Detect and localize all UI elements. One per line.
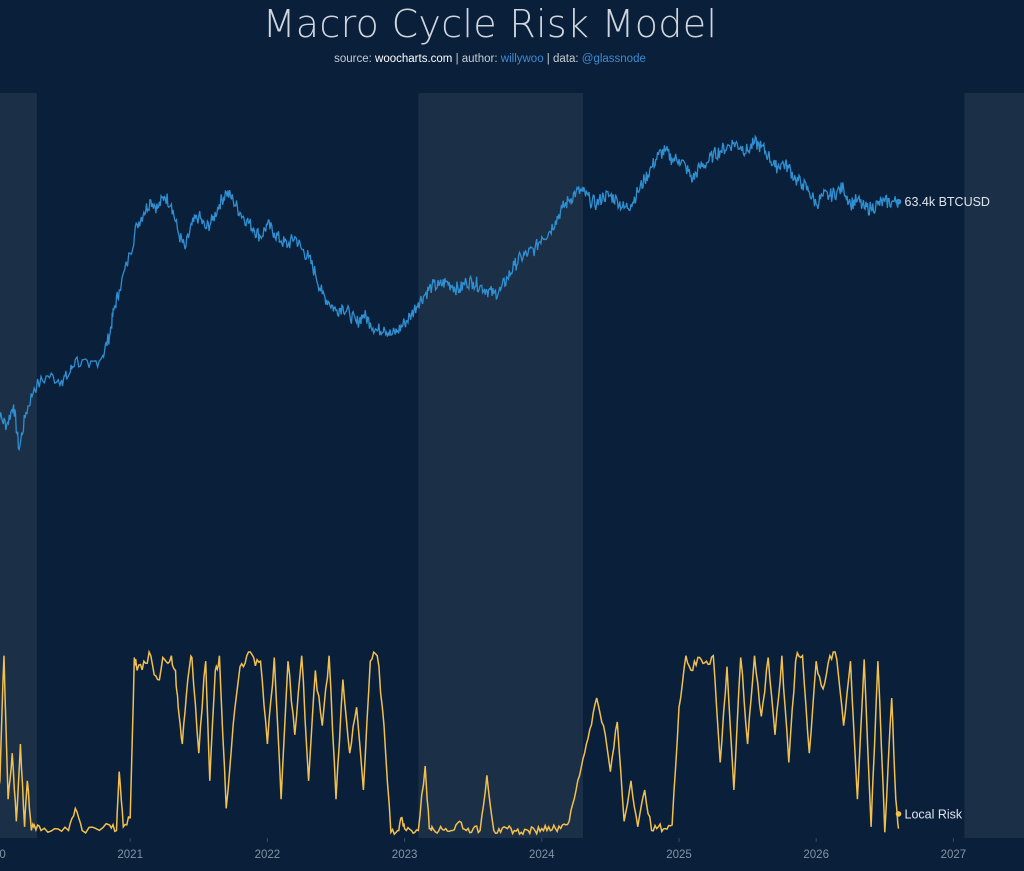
price-series-line [0,134,900,452]
x-tick-label-2024: 2024 [529,849,555,861]
risk-end-label: Local Risk [905,807,963,821]
x-tick-label-2020: 2020 [0,849,6,861]
risk-series-line [0,649,900,836]
x-tick-label-2022: 2022 [255,849,281,861]
author-label: | author: [452,53,501,65]
x-tick-label-2026: 2026 [803,849,829,861]
shaded-period-2 [964,93,1024,838]
risk-end-marker [895,811,902,817]
shaded-period-1 [418,93,583,838]
data-label: | data: [543,53,582,65]
source-link[interactable]: woocharts.com [375,53,453,65]
x-tick-label-2023: 2023 [392,849,418,861]
chart-subtitle: source: woocharts.com | author: willywoo… [0,53,980,65]
data-source-link[interactable]: @glassnode [581,53,646,65]
source-label: source: [334,53,376,65]
x-tick-label-2025: 2025 [666,849,692,861]
price-end-label: 63.4k BTCUSD [905,195,990,209]
author-link[interactable]: willywoo [500,53,544,65]
x-tick-label-2027: 2027 [941,849,967,861]
chart-title: Macro Cycle Risk Model [262,2,718,46]
x-tick-label-2021: 2021 [117,849,143,861]
price-end-marker [895,198,902,205]
